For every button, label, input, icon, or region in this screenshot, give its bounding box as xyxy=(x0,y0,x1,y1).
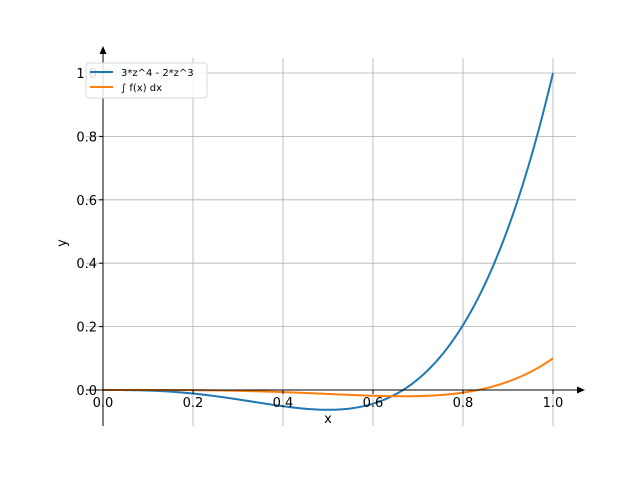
y-tick-label: 0.4 xyxy=(76,257,97,272)
y-tick-label: 0.8 xyxy=(76,130,97,145)
y-axis-arrow xyxy=(99,46,107,54)
y-tick-label: 0.2 xyxy=(76,321,97,336)
legend-label-1: 3*z^4 - 2*z^3 xyxy=(121,68,194,79)
x-tick-label: 1.0 xyxy=(543,396,564,411)
x-tick-label: 0.0 xyxy=(93,396,114,411)
legend-box xyxy=(85,62,208,99)
x-tick-label: 0.8 xyxy=(453,396,474,411)
legend: 3*z^4 - 2*z^3 ∫ f(x) dx xyxy=(85,62,208,99)
series-line-1 xyxy=(103,72,554,411)
axes xyxy=(86,46,585,426)
x-tick-label: 0.6 xyxy=(363,396,384,411)
series-line-2 xyxy=(103,357,554,398)
x-tick-label: 0.4 xyxy=(273,396,294,411)
x-axis-arrow xyxy=(577,386,585,394)
plot-series xyxy=(103,72,554,411)
x-tick-label: 0.2 xyxy=(183,396,204,411)
y-tick-label: 0.6 xyxy=(76,194,97,209)
legend-label-2: ∫ f(x) dx xyxy=(121,83,162,94)
x-axis-label: x xyxy=(324,412,332,427)
y-tick-label: 0.0 xyxy=(76,384,97,399)
y-axis-label: y xyxy=(55,239,70,247)
tick-labels: 0.00.20.40.60.81.00.00.20.40.60.81.0 xyxy=(76,67,563,411)
